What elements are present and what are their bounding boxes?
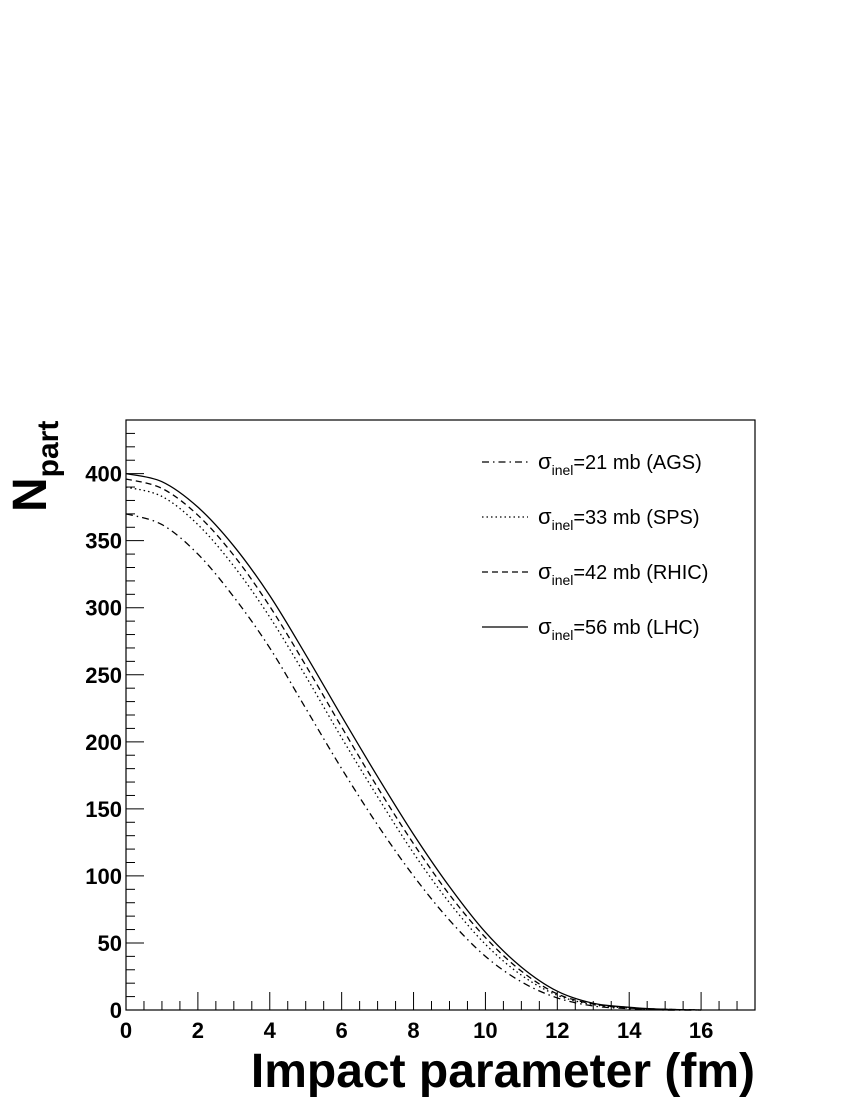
y-axis-title-main: N xyxy=(4,477,57,512)
x-tick-label: 16 xyxy=(689,1018,713,1043)
y-tick-label: 350 xyxy=(85,529,122,554)
x-tick-label: 8 xyxy=(407,1018,419,1043)
series-line-2 xyxy=(125,478,702,1011)
series-line-1 xyxy=(125,486,702,1011)
y-tick-label: 300 xyxy=(85,596,122,621)
series-line-3 xyxy=(125,473,702,1011)
x-tick-label: 10 xyxy=(473,1018,497,1043)
x-tick-label: 12 xyxy=(545,1018,569,1043)
x-tick-label: 2 xyxy=(192,1018,204,1043)
y-tick-label: 0 xyxy=(110,998,122,1023)
y-tick-label: 250 xyxy=(85,663,122,688)
legend-subscript: inel xyxy=(552,572,574,588)
x-tick-label: 0 xyxy=(120,1018,132,1043)
x-tick-labels: 0 2 4 6 8 10 12 14 16 xyxy=(120,1018,713,1043)
legend-subscript: inel xyxy=(552,517,574,533)
legend: σinel=21 mb (AGS)σinel=33 mb (SPS)σinel=… xyxy=(482,449,708,643)
y-tick-label: 400 xyxy=(85,462,122,487)
y-tick-labels: 0 50 100 150 200 250 300 350 400 xyxy=(85,462,122,1023)
legend-label: =33 mb (SPS) xyxy=(573,507,699,529)
legend-sigma: σ xyxy=(538,559,552,584)
x-tick-label: 14 xyxy=(617,1018,642,1043)
legend-sigma: σ xyxy=(538,449,552,474)
y-tick-label: 150 xyxy=(85,797,122,822)
series-lines xyxy=(125,473,702,1011)
legend-subscript: inel xyxy=(552,462,574,478)
y-axis-title-sub: part xyxy=(32,421,65,478)
legend-entry: σinel=21 mb (AGS) xyxy=(538,449,702,478)
x-tick-label: 6 xyxy=(336,1018,348,1043)
legend-label: =42 mb (RHIC) xyxy=(573,562,708,584)
legend-label: =21 mb (AGS) xyxy=(573,452,701,474)
legend-sigma: σ xyxy=(538,504,552,529)
x-axis-title: Impact parameter (fm) xyxy=(251,1045,755,1098)
y-tick-label: 50 xyxy=(98,931,122,956)
y-axis-title: Npart xyxy=(4,421,65,512)
y-tick-label: 100 xyxy=(85,864,122,889)
legend-entry: σinel=42 mb (RHIC) xyxy=(538,559,708,588)
legend-entry: σinel=56 mb (LHC) xyxy=(538,614,700,643)
legend-entry: σinel=33 mb (SPS) xyxy=(538,504,700,533)
legend-sigma: σ xyxy=(538,614,552,639)
legend-label: =56 mb (LHC) xyxy=(573,617,699,639)
series-line-0 xyxy=(125,513,702,1011)
legend-subscript: inel xyxy=(552,627,574,643)
x-tick-label: 4 xyxy=(264,1018,277,1043)
y-tick-label: 200 xyxy=(85,730,122,755)
